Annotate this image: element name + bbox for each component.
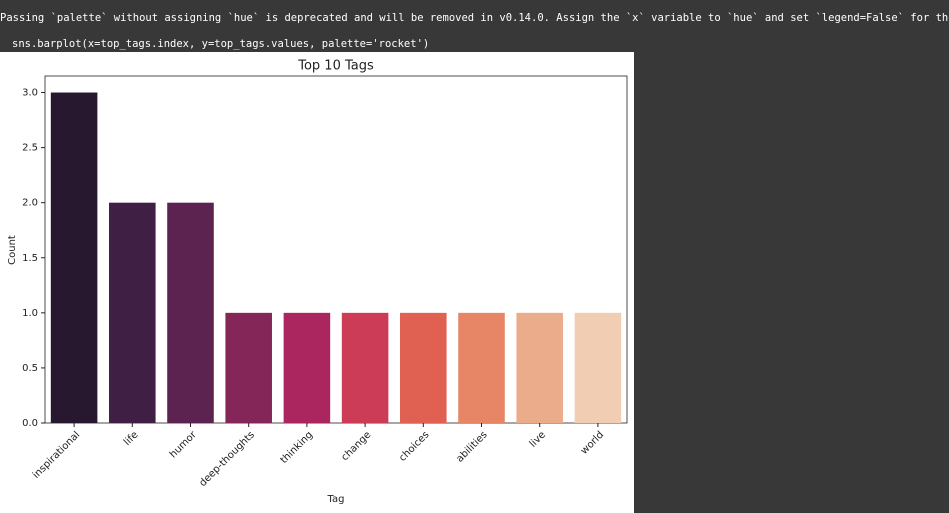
code-line: sns.barplot(x=top_tags.index, y=top_tags… — [12, 38, 430, 50]
y-tick-label: 1.0 — [22, 308, 38, 319]
bar — [109, 202, 156, 423]
bar — [225, 312, 272, 423]
bar — [458, 312, 505, 423]
bar — [167, 202, 214, 423]
y-tick-label: 2.5 — [22, 143, 38, 154]
bar — [283, 312, 331, 423]
warning-text: Passing `palette` without assigning `hue… — [0, 12, 949, 24]
plot-frame — [44, 75, 628, 424]
x-tick-label: choices — [397, 429, 431, 463]
x-tick-label: deep-thoughts — [197, 429, 256, 488]
y-tick-label: 1.5 — [22, 253, 38, 264]
chart: Top 10 Tags Tag Count 0.0 0.5 1.0 1.5 2.0 2.5… — [0, 52, 634, 513]
x-tick-label: abilities — [454, 429, 489, 464]
bar — [400, 312, 447, 423]
y-tick-label: 2.0 — [22, 198, 38, 209]
x-tick-label: inspirational — [31, 429, 82, 480]
x-tick-label: world — [579, 429, 606, 456]
x-tick-label: thinking — [279, 429, 316, 466]
y-tick-label: 0.5 — [22, 363, 38, 374]
y-tick-label: 0.0 — [22, 418, 38, 429]
x-tick-label: change — [340, 429, 374, 463]
bar — [574, 312, 622, 423]
bar — [341, 312, 389, 423]
x-axis-label: Tag — [327, 494, 345, 505]
y-axis-label: Count — [7, 235, 18, 265]
x-tick-label: live — [528, 429, 548, 449]
x-tick-label: life — [122, 429, 141, 448]
bar — [516, 312, 563, 423]
y-tick-label: 3.0 — [22, 88, 38, 99]
x-tick-label: humor — [168, 429, 199, 460]
bar — [50, 92, 98, 424]
chart-title: Top 10 Tags — [297, 59, 374, 74]
